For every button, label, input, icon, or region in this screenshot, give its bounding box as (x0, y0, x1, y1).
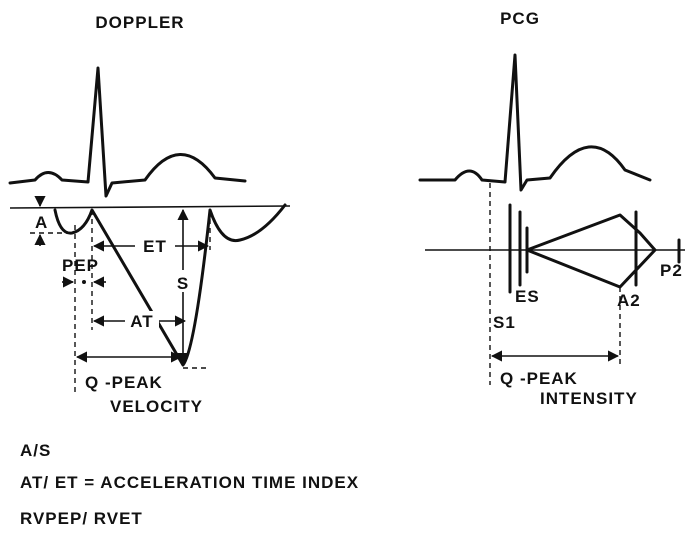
doppler-trace (53, 203, 287, 367)
label: VELOCITY (110, 397, 203, 416)
formula: AT/ ET = ACCELERATION TIME INDEX (20, 473, 359, 492)
label: Q -PEAK (85, 373, 163, 392)
label: PEP (62, 256, 99, 275)
label: INTENSITY (540, 389, 638, 408)
label: A (35, 213, 48, 232)
label: AT (130, 312, 153, 331)
doppler-title: DOPPLER (95, 13, 184, 32)
label: A2 (617, 291, 641, 310)
pcg-panel: S1 ES A2 P2 Q -PEAK INTENSITY (418, 53, 685, 408)
label: ES (515, 287, 540, 306)
label: P2 (660, 261, 683, 280)
pcg-title: PCG (500, 9, 540, 28)
label: ET (143, 237, 167, 256)
murmur-diamond (525, 213, 657, 289)
formula: A/S (20, 441, 51, 460)
formula: RVPEP/ RVET (20, 509, 143, 528)
ecg-trace (418, 53, 652, 192)
label: Q -PEAK (500, 369, 578, 388)
doppler-panel: A PEP ET AT S Q -PEAK VELOCITY (8, 66, 291, 416)
baseline (9, 205, 291, 209)
dot (82, 280, 86, 284)
label: S1 (493, 313, 516, 332)
ecg-trace (8, 66, 247, 198)
label: S (177, 274, 189, 293)
